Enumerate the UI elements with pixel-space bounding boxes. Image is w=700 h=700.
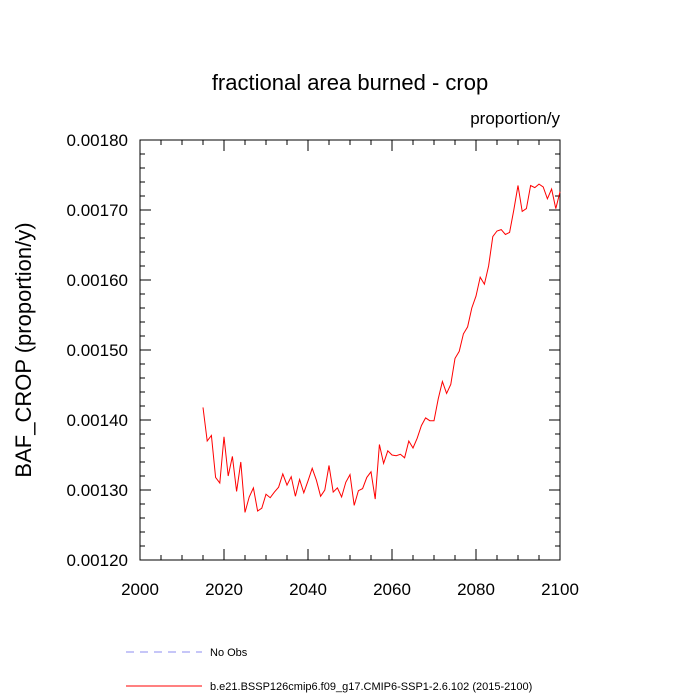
y-tick-label: 0.00130 [67,481,128,500]
y-tick-label: 0.00160 [67,271,128,290]
y-tick-label: 0.00150 [67,341,128,360]
legend-label: b.e21.BSSP126cmip6.f09_g17.CMIP6-SSP1-2.… [210,681,532,693]
y-tick-label: 0.00180 [67,131,128,150]
x-tick-label: 2000 [121,580,159,599]
axes: 2000 2020 2040 2060 2080 2100 0.00120 0.00130 0.… [67,131,579,599]
chart-title: fractional area burned - crop [212,70,488,95]
y-tick-label: 0.00140 [67,411,128,430]
y-axis-title: BAF_CROP (proportion/y) [11,222,36,477]
series-layer [202,183,561,513]
series-line [202,183,561,513]
x-tick-label: 2060 [373,580,411,599]
units-label: proportion/y [470,109,560,128]
x-tick-label: 2080 [457,580,495,599]
legend-label: No Obs [210,647,248,659]
legend: No Obs b.e21.BSSP126cmip6.f09_g17.CMIP6-S… [126,647,532,693]
x-tick-label: 2040 [289,580,327,599]
y-tick-label: 0.00170 [67,201,128,220]
x-tick-label: 2020 [205,580,243,599]
y-tick-label: 0.00120 [67,551,128,570]
plot-frame [139,139,561,561]
x-tick-label: 2100 [541,580,579,599]
